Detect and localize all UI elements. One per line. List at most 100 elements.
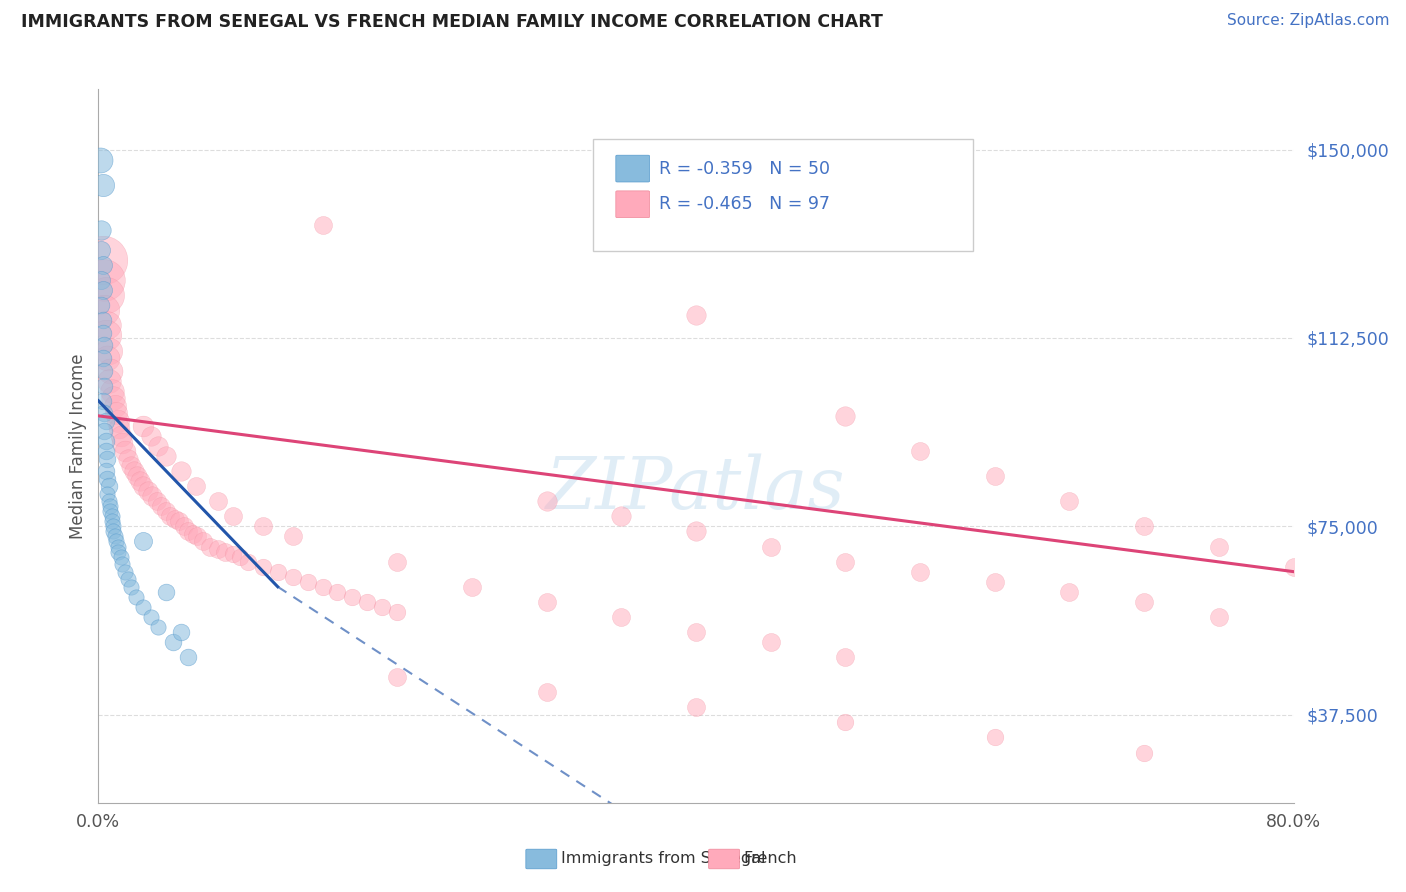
Point [834, 555, 856, 569]
Point [93, 406, 115, 420]
Point [214, 544, 236, 558]
Point [103, 391, 125, 405]
Point [127, 469, 149, 483]
Point [89, 153, 111, 167]
Point [356, 595, 378, 609]
Point [207, 494, 229, 508]
Text: Immigrants from Senegal: Immigrants from Senegal [561, 852, 765, 866]
Point [252, 519, 274, 533]
Point [124, 464, 146, 478]
Point [685, 700, 707, 714]
Y-axis label: Median Family Income: Median Family Income [69, 353, 87, 539]
Point [120, 459, 142, 474]
Point [385, 670, 409, 684]
Point [111, 557, 134, 571]
Point [90, 298, 112, 312]
Point [984, 574, 1007, 589]
Point [186, 529, 208, 543]
Point [1059, 584, 1081, 599]
Point [169, 624, 191, 639]
Point [371, 599, 394, 614]
Point [91, 393, 114, 408]
Point [207, 541, 229, 556]
Point [93, 424, 115, 438]
Point [536, 595, 558, 609]
Point [326, 584, 349, 599]
Point [91, 258, 114, 272]
Point [104, 399, 127, 413]
Text: R = -0.359   N = 50: R = -0.359 N = 50 [659, 160, 831, 178]
Point [97, 374, 120, 388]
Point [610, 610, 633, 624]
Point [91, 351, 114, 365]
Point [159, 509, 181, 524]
Point [685, 624, 707, 639]
Point [834, 409, 856, 423]
Point [139, 610, 162, 624]
Point [834, 650, 856, 665]
Point [610, 509, 633, 524]
Point [98, 500, 122, 514]
Point [908, 444, 931, 458]
Point [94, 434, 117, 448]
Point [173, 519, 195, 533]
Point [169, 464, 191, 478]
Point [342, 590, 364, 604]
Point [759, 635, 782, 649]
Point [97, 343, 120, 358]
Point [984, 731, 1007, 745]
Point [90, 273, 112, 287]
Point [136, 484, 159, 499]
Point [1133, 595, 1156, 609]
Point [461, 580, 484, 594]
Point [155, 584, 177, 599]
Point [132, 534, 155, 549]
Point [685, 524, 707, 539]
Point [96, 318, 118, 333]
Point [93, 378, 115, 392]
Point [984, 469, 1007, 483]
Point [105, 534, 128, 549]
Point [125, 590, 148, 604]
Point [1133, 746, 1156, 760]
Text: Source: ZipAtlas.com: Source: ZipAtlas.com [1226, 13, 1389, 29]
Point [908, 565, 931, 579]
Point [536, 494, 558, 508]
Point [181, 527, 204, 541]
Point [267, 565, 290, 579]
Point [94, 464, 117, 478]
Point [93, 363, 115, 377]
Point [132, 599, 155, 614]
Point [91, 313, 114, 327]
Point [163, 512, 186, 526]
Point [104, 529, 127, 543]
Point [110, 549, 132, 564]
Point [167, 515, 190, 529]
Point [1133, 519, 1156, 533]
Point [297, 574, 319, 589]
Point [108, 421, 131, 435]
Point [132, 479, 155, 493]
Point [759, 540, 782, 554]
Point [93, 338, 115, 352]
Point [222, 509, 245, 524]
Point [114, 565, 136, 579]
Point [114, 444, 136, 458]
Point [91, 253, 114, 268]
Point [1059, 494, 1081, 508]
Point [107, 540, 129, 554]
Point [129, 474, 152, 488]
Point [101, 384, 124, 398]
Point [98, 363, 122, 377]
Text: IMMIGRANTS FROM SENEGAL VS FRENCH MEDIAN FAMILY INCOME CORRELATION CHART: IMMIGRANTS FROM SENEGAL VS FRENCH MEDIAN… [21, 13, 883, 31]
Point [90, 243, 112, 257]
Point [1208, 540, 1230, 554]
Point [96, 451, 118, 466]
Point [101, 515, 124, 529]
Point [184, 479, 207, 493]
Point [311, 580, 333, 594]
Point [107, 544, 129, 558]
Point [685, 309, 707, 323]
Point [94, 414, 117, 428]
Point [117, 572, 139, 586]
